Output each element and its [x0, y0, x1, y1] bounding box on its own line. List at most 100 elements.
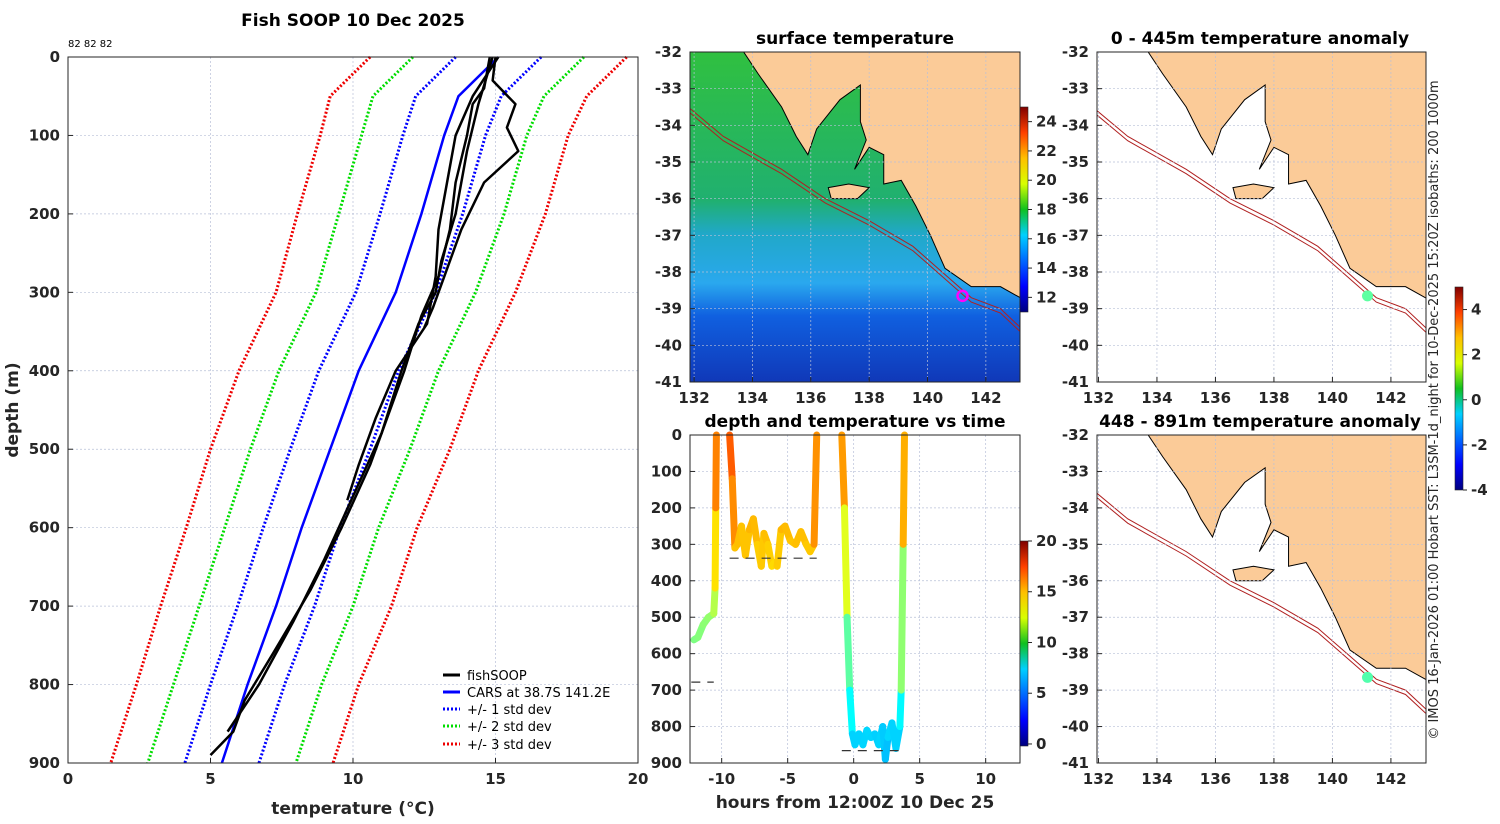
profile-xtick-label: 15 — [485, 770, 506, 788]
sst-map — [690, 52, 1020, 382]
sst-colorbar-label: 12 — [1036, 288, 1057, 306]
anom-bottom-ytick-label: -35 — [1062, 535, 1089, 553]
time-ytick-label: 700 — [651, 681, 682, 699]
anom-top-ytick-label: -34 — [1062, 116, 1089, 134]
anom-bottom-ytick-label: -41 — [1062, 754, 1089, 772]
cars-line — [220, 56, 500, 764]
depth-temperature-track — [711, 504, 720, 592]
sst-colorbar-label: 14 — [1036, 259, 1057, 277]
time-colorbar-label: 5 — [1036, 684, 1046, 702]
anom-top-xtick-label: 142 — [1375, 389, 1406, 407]
anom-top-ytick-label: -41 — [1062, 373, 1089, 391]
sst-colorbar-ramp — [1019, 106, 1029, 313]
anomaly-colorbar-label: -2 — [1471, 436, 1488, 454]
time-ytick-label: 800 — [651, 718, 682, 736]
depth-temperature-track — [896, 686, 905, 731]
depth-temperature-track — [897, 540, 907, 694]
depth-temperature-track — [773, 526, 785, 570]
sst-xtick-label: 140 — [912, 389, 943, 407]
profile-ytick-label: 600 — [29, 519, 60, 537]
sst-axes: 132 134 136 138 140 142 -32 -33 -34 -35 -36 -37 -38 -… — [655, 43, 1020, 407]
anom-top-xtick-label: 132 — [1083, 389, 1114, 407]
std2-line — [146, 55, 414, 764]
time-xtick-label: 0 — [848, 770, 858, 788]
depth-temperature-track — [749, 515, 761, 548]
fishsoop-profile — [423, 56, 520, 329]
kangaroo-island — [827, 183, 871, 200]
sst-ytick-label: -38 — [655, 263, 682, 281]
profile-xtick-label: 10 — [343, 770, 364, 788]
profile-ytick-label: 0 — [50, 48, 60, 66]
time-xtick-label: 10 — [975, 770, 996, 788]
fish-position-marker — [1362, 290, 1374, 302]
profile-frame — [67, 56, 639, 764]
time-colorbar-ramp — [1019, 540, 1029, 747]
credit-text: © IMOS 16-Jan-2026 01:00 Hobart SST: L3S… — [1427, 80, 1442, 739]
sst-ytick-label: -40 — [655, 336, 682, 354]
anom-top-ytick-label: -33 — [1062, 80, 1089, 98]
sst-xtick-label: 134 — [737, 389, 768, 407]
anom-bottom-xtick-label: 142 — [1375, 770, 1406, 788]
anom-top-xtick-label: 136 — [1200, 389, 1231, 407]
anom-bottom-ytick-label: -37 — [1062, 608, 1089, 626]
profile-ytick-label: 900 — [29, 754, 60, 772]
anom-bottom-frame — [1096, 434, 1427, 764]
legend-fish: fishSOOP — [467, 669, 527, 684]
fishsoop-profile — [346, 56, 500, 501]
time-ytick-label: 0 — [672, 426, 682, 444]
profile-ytick-label: 300 — [29, 283, 60, 301]
anom-bottom-ytick-label: -32 — [1062, 426, 1089, 444]
anomaly-bottom-title: 448 - 891m temperature anomaly — [1099, 412, 1421, 432]
anom-top-ytick-label: -39 — [1062, 300, 1089, 318]
anom-bottom-xtick-label: 136 — [1200, 770, 1231, 788]
sst-ytick-label: -33 — [655, 80, 682, 98]
profile-counts: 82 82 82 — [68, 39, 113, 50]
time-colorbar-label: 0 — [1036, 735, 1046, 753]
anom-top-xtick-label: 138 — [1258, 389, 1289, 407]
depth-temperature-track — [892, 723, 904, 752]
time-ytick-label: 200 — [651, 499, 682, 517]
sst-ytick-label: -35 — [655, 153, 682, 171]
anom-bottom-ytick-label: -38 — [1062, 645, 1089, 663]
legend-std3: +/- 3 std dev — [467, 738, 552, 753]
depth-temperature-track — [840, 504, 851, 621]
time-ytick-label: 300 — [651, 535, 682, 553]
anom-bottom-xtick-label: 132 — [1083, 770, 1114, 788]
anom-bottom-xtick-label: 140 — [1317, 770, 1348, 788]
profile-xlabel: temperature (°C) — [271, 799, 435, 819]
anom-top-xtick-label: 140 — [1317, 389, 1348, 407]
profile-ytick-label: 200 — [29, 205, 60, 223]
anom-bottom-ytick-label: -36 — [1062, 572, 1089, 590]
legend-cars: CARS at 38.7S 141.2E — [467, 686, 610, 701]
time-xtick-label: 5 — [914, 770, 924, 788]
anom-top-ytick-label: -35 — [1062, 153, 1089, 171]
fishsoop-profile — [226, 56, 494, 733]
sst-colorbar-label: 18 — [1036, 201, 1057, 219]
depth-temperature-track — [741, 526, 753, 559]
sst-colorbar-label: 22 — [1036, 142, 1057, 160]
time-ytick-label: 900 — [651, 754, 682, 772]
anom-bottom-ytick-label: -39 — [1062, 681, 1089, 699]
time-panel-title: depth and temperature vs time — [705, 412, 1006, 432]
kangaroo-island — [1232, 565, 1276, 582]
anom-top-ytick-label: -36 — [1062, 190, 1089, 208]
sst-ytick-label: -37 — [655, 226, 682, 244]
legend-std1: +/- 1 std dev — [467, 703, 552, 718]
land — [1147, 435, 1426, 681]
time-xtick-label: -10 — [708, 770, 735, 788]
sst-colorbar-label: 24 — [1036, 113, 1057, 131]
time-colorbar-label: 20 — [1036, 532, 1057, 550]
profile-ylabel: depth (m) — [3, 362, 23, 457]
depth-temperature-track — [881, 733, 892, 763]
legend-std2: +/- 2 std dev — [467, 720, 552, 735]
anom-top-ytick-label: -37 — [1062, 226, 1089, 244]
depth-temperature-track — [838, 431, 848, 512]
anom-bottom-ytick-label: -33 — [1062, 462, 1089, 480]
time-xlabel: hours from 12:00Z 10 Dec 25 — [716, 793, 995, 813]
sst-ytick-label: -41 — [655, 373, 682, 391]
anom-top-map — [1097, 52, 1426, 382]
std2-line — [294, 55, 585, 764]
profile-ytick-label: 700 — [29, 597, 60, 615]
land — [1147, 52, 1426, 299]
